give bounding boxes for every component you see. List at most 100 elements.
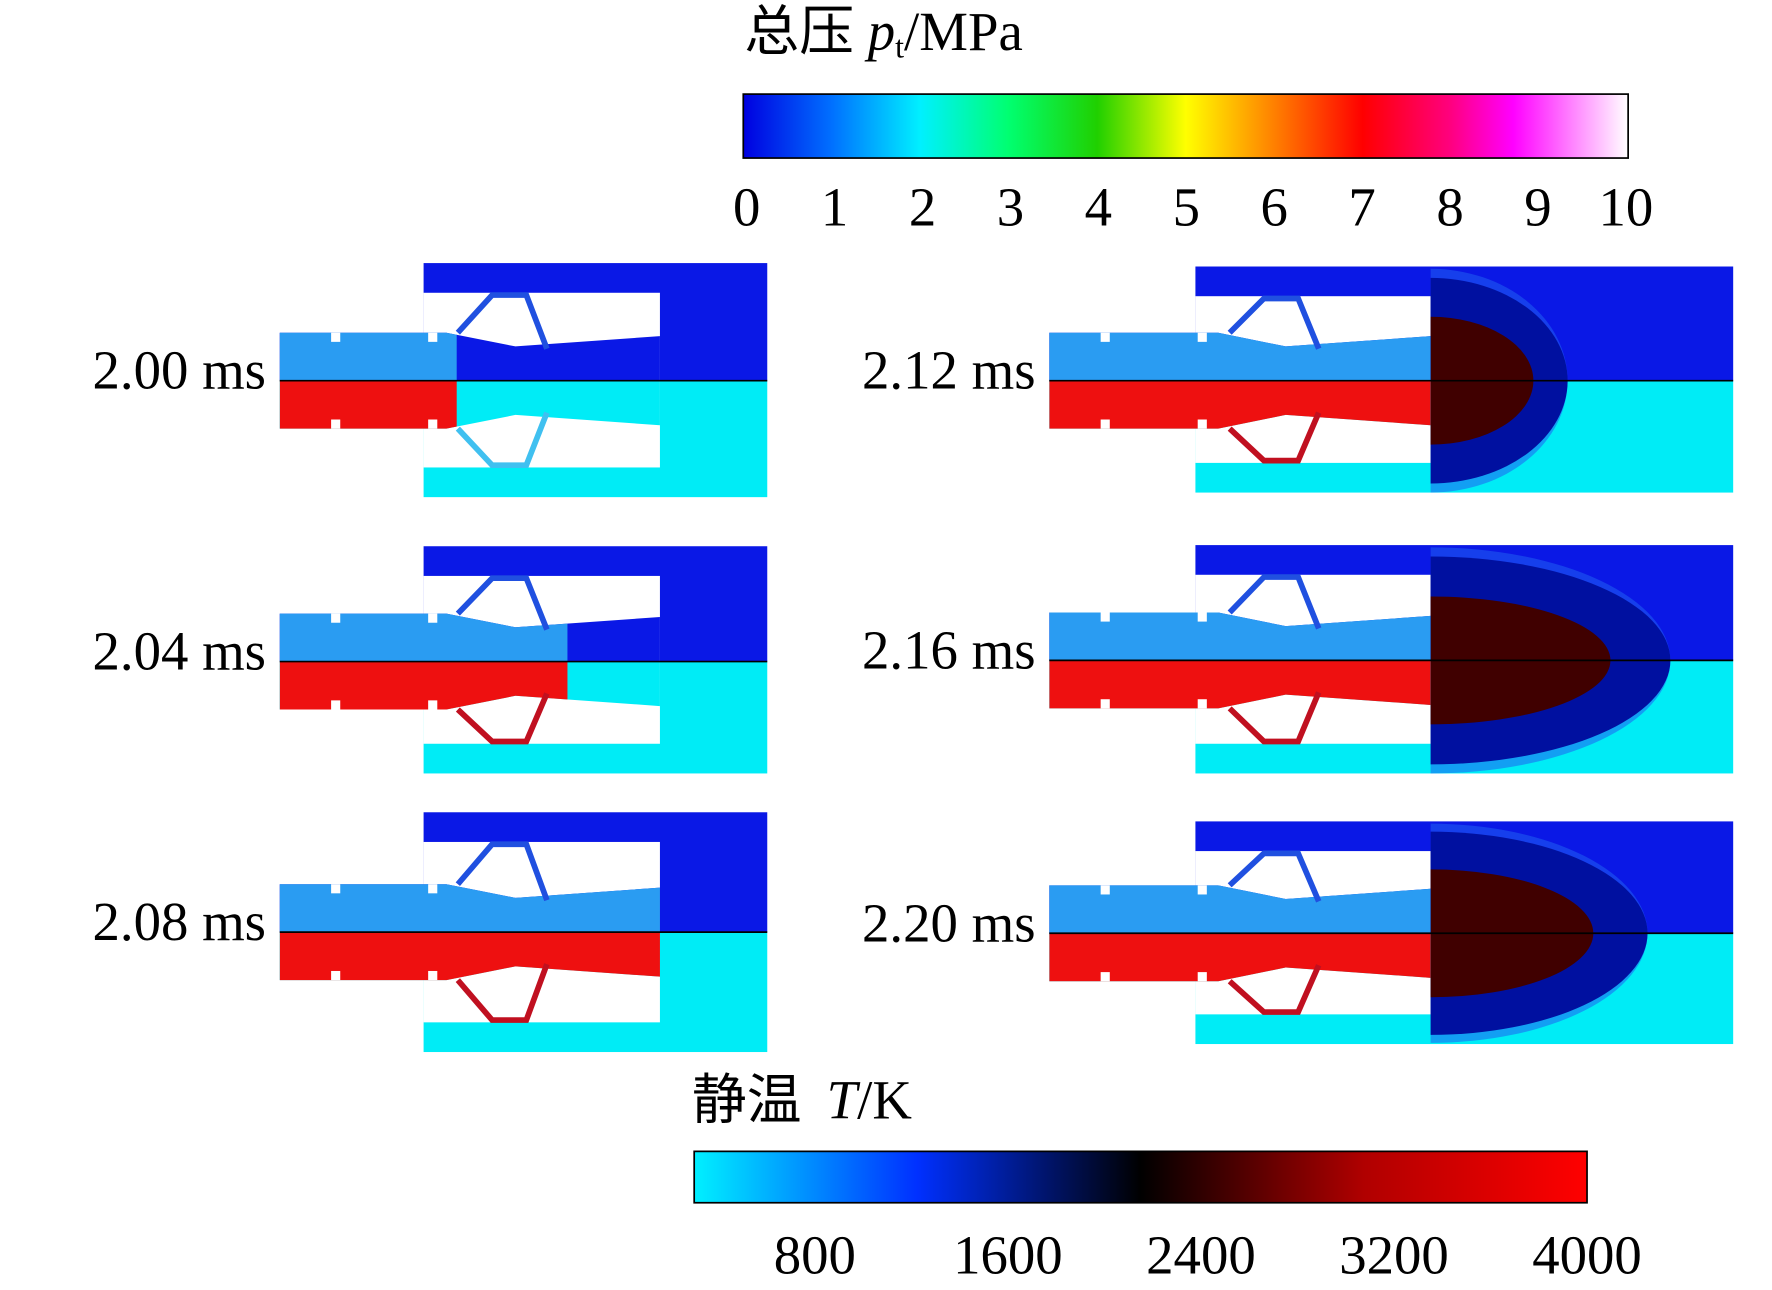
notch [331,884,341,894]
strut-bottom [455,963,550,1023]
notch [331,332,341,342]
time-label: 2.16 ms [862,619,1036,680]
flow-top [279,613,568,662]
flow-bottom [1049,380,1431,429]
strut-top [1227,850,1322,903]
flow-top [279,884,660,933]
notch [1197,332,1207,342]
strut-bottom [455,692,550,745]
flow-top [1049,885,1431,934]
strut-bottom [1227,691,1322,745]
contour-panel [279,263,768,498]
strut-top [455,292,550,350]
notch [1197,699,1207,709]
tick-label: 0 [733,176,760,237]
temperature-colorbar [693,1150,1588,1204]
strut-bottom [1227,964,1322,1015]
unit: /K [857,1069,912,1130]
flow-bottom [279,932,660,981]
tick-label: 6 [1260,176,1287,237]
notch [1294,972,1304,982]
notch [1294,332,1304,342]
time-label: 2.12 ms [862,340,1036,401]
tick-label: 1 [821,176,848,237]
notch [1100,699,1110,709]
notch [525,332,535,342]
notch [1294,699,1304,709]
notch [525,700,535,710]
symbol: T [827,1069,861,1130]
pressure-colorbar [742,93,1629,159]
notch [525,884,535,894]
temperature-title: 静温 T/K [692,1069,912,1130]
notch [1294,612,1304,622]
strut-top [1227,295,1322,350]
flow-top [1049,332,1431,381]
flow-top [1049,612,1431,661]
notch [1197,419,1207,429]
flow-top [279,332,457,381]
notch [428,419,438,429]
contour-panel [279,546,768,774]
tick-label: 2 [909,176,936,237]
pressure-title: 总压 pt/MPa [744,1,1022,65]
strut-top [455,841,550,902]
notch [331,970,341,981]
contour-panel [1049,545,1734,774]
notch [1294,419,1304,429]
strut-top [1227,574,1322,630]
notch [1100,332,1110,342]
tick-label: 800 [774,1225,856,1286]
tick-label: 3 [997,176,1024,237]
notch [525,419,535,429]
tick-label: 5 [1173,176,1200,237]
contour-panel [1049,266,1734,493]
tick-label: 10 [1598,176,1653,237]
tick-label: 2400 [1146,1225,1256,1286]
notch [428,613,438,623]
tick-label: 9 [1524,176,1551,237]
notch [428,884,438,894]
notch [331,700,341,710]
time-label: 2.20 ms [862,892,1036,953]
contour-panel [279,812,768,1053]
unit: /MPa [904,1,1023,62]
tick-label: 8 [1436,176,1463,237]
notch [1294,885,1304,895]
time-label: 2.08 ms [92,891,266,952]
notch [1197,885,1207,895]
notch [525,970,535,981]
time-label: 2.04 ms [92,621,266,682]
notch [1197,972,1207,982]
tick-label: 7 [1348,176,1375,237]
notch [331,419,341,429]
flow-bottom [279,661,568,710]
notch [428,332,438,342]
notch [525,613,535,623]
symbol: p [864,1,895,62]
flow-bottom [1049,933,1431,982]
tick-label: 4 [1085,176,1112,237]
strut-top [455,575,550,631]
title-text: 总压 [744,1,854,62]
flow-bottom [279,380,457,429]
notch [1100,885,1110,895]
notch [1100,419,1110,429]
notch [1100,972,1110,982]
contour-panel [1049,821,1734,1045]
notch [1197,612,1207,622]
notch [331,613,341,623]
flow-bottom [1049,660,1431,709]
tick-label: 3200 [1339,1225,1449,1286]
notch [428,700,438,710]
title-text: 静温 [692,1069,802,1130]
strut-bottom [455,411,550,469]
notch [428,970,438,981]
tick-label: 4000 [1532,1225,1642,1286]
tick-label: 1600 [953,1225,1063,1286]
subscript: t [895,30,904,65]
time-label: 2.00 ms [92,340,266,401]
strut-bottom [1227,411,1322,464]
